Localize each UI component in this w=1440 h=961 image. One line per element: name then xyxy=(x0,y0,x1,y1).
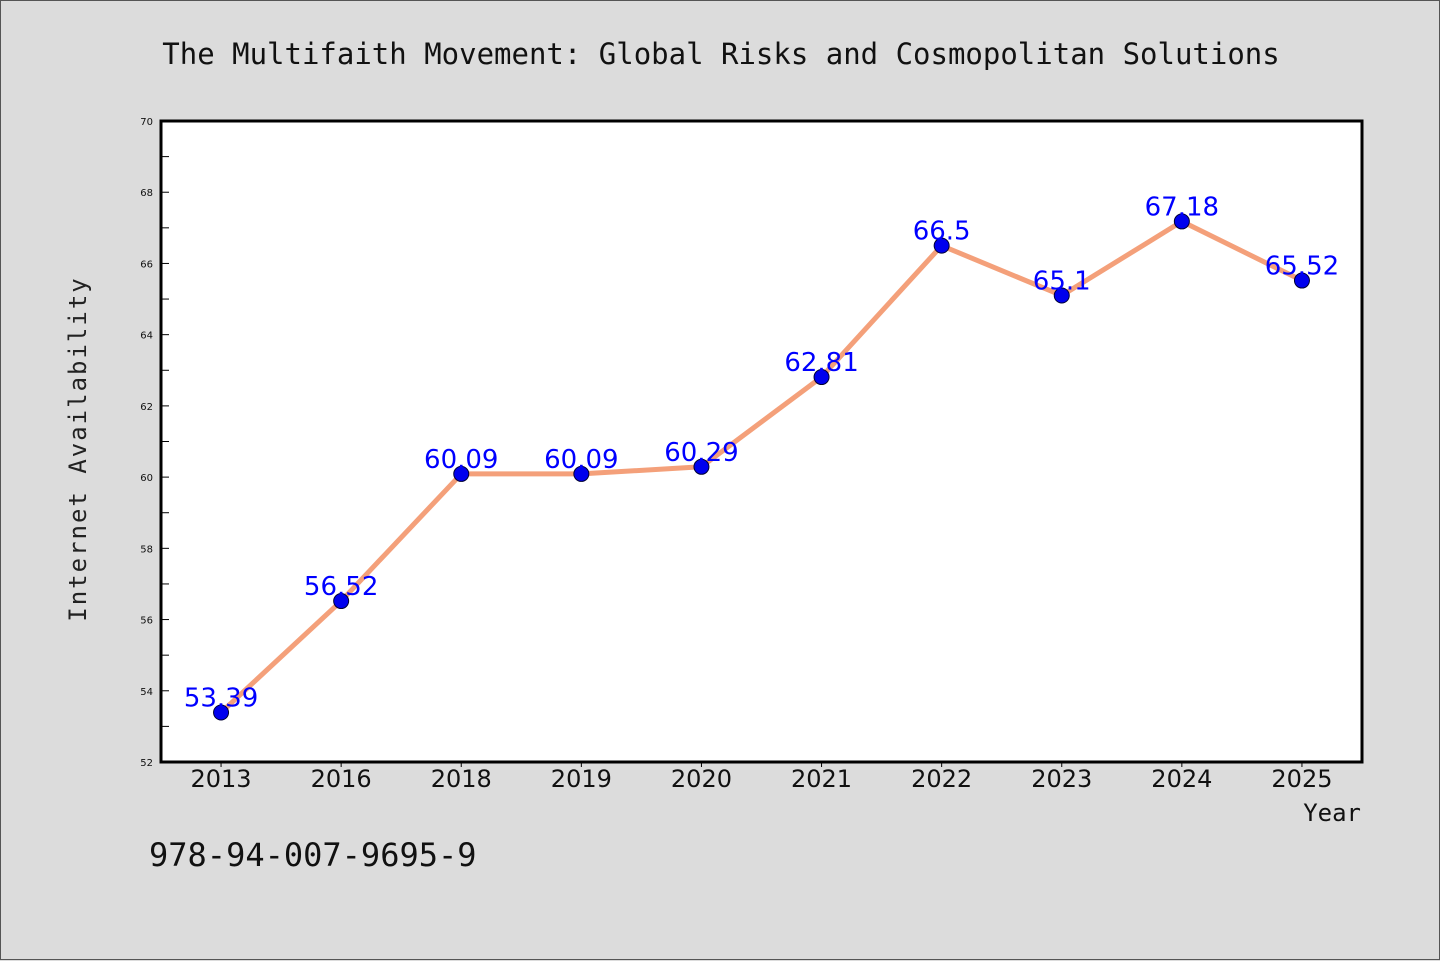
y-tick-label: 58 xyxy=(140,544,153,555)
data-label: 66.5 xyxy=(913,217,971,247)
chart-title: The Multifaith Movement: Global Risks an… xyxy=(162,37,1279,71)
y-tick-label: 56 xyxy=(140,616,153,627)
y-axis-label: Internet Availability xyxy=(64,276,92,621)
x-tick-label: 2024 xyxy=(1151,765,1212,793)
data-label: 56.52 xyxy=(304,572,378,602)
data-point xyxy=(213,704,230,721)
data-label: 65.1 xyxy=(1033,266,1091,296)
series-1: 53.39 56.52 60.09 60.09 60.29 62.81 66.5 65.1 67… xyxy=(184,192,1339,721)
y-tick-label: 66 xyxy=(140,259,153,270)
x-tick-label: 2021 xyxy=(791,765,852,793)
x-tick-label: 2013 xyxy=(191,765,252,793)
y-tick-label: 54 xyxy=(140,687,153,698)
series-line xyxy=(218,218,1305,716)
data-label: 60.29 xyxy=(664,438,738,468)
y-tick-label: 60 xyxy=(140,473,153,484)
data-point xyxy=(333,593,350,610)
data-point xyxy=(573,465,590,482)
data-point xyxy=(1053,287,1070,304)
data-point xyxy=(933,237,950,254)
x-axis-label: Year xyxy=(1303,799,1361,827)
data-label: 60.09 xyxy=(544,445,618,475)
y-tick-label: 52 xyxy=(140,758,153,769)
data-point xyxy=(813,369,830,386)
x-tick-label: 2020 xyxy=(671,765,732,793)
x-tick-label: 2019 xyxy=(551,765,612,793)
data-point xyxy=(1293,272,1310,289)
data-label: 60.09 xyxy=(424,445,498,475)
plot-area xyxy=(159,119,1364,764)
y-tick-label: 68 xyxy=(140,188,153,199)
x-tick-label: 2018 xyxy=(431,765,492,793)
data-label: 65.52 xyxy=(1265,252,1339,282)
x-tick-label: 2016 xyxy=(311,765,372,793)
data-point xyxy=(1173,213,1190,230)
isbn-text: 978-94-007-9695-9 xyxy=(149,836,477,874)
data-point xyxy=(453,465,470,482)
data-label: 53.39 xyxy=(184,684,258,714)
x-tick-label: 2023 xyxy=(1031,765,1092,793)
x-tick-label: 2025 xyxy=(1271,765,1332,793)
y-tick-label: 70 xyxy=(140,117,153,128)
x-tick-label: 2022 xyxy=(911,765,972,793)
y-tick-label: 62 xyxy=(140,402,153,413)
data-label: 67.18 xyxy=(1145,192,1219,222)
data-label: 62.81 xyxy=(784,348,858,378)
y-tick-label: 64 xyxy=(140,331,153,342)
x-axis: 2013 2016 2018 2019 2020 2021 2022 2023 2024 2025 xyxy=(191,762,1332,793)
data-point xyxy=(693,458,710,475)
y-axis: 52 54 56 58 60 62 64 66 68 70 xyxy=(140,117,169,769)
